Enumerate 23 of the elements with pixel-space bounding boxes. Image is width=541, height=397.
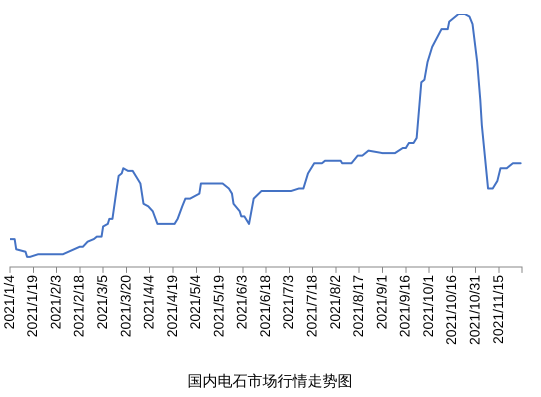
x-tick-label: 2021/2/18	[70, 274, 87, 338]
x-tick-label: 2021/3/5	[94, 274, 110, 330]
x-tick-label: 2021/6/18	[256, 274, 273, 338]
x-tick-label: 2021/8/2	[326, 274, 343, 330]
x-tick-label: 2021/1/19	[24, 274, 40, 338]
x-tick-label: 2021/1/4	[0, 274, 17, 330]
x-tick-label: 2021/5/19	[210, 274, 226, 338]
x-tick-label: 2021/4/19	[164, 274, 180, 338]
x-tick-label: 2021/11/15	[490, 274, 506, 344]
x-tick-label: 2021/2/3	[47, 274, 64, 330]
text: 国内电石市场行情走势图	[188, 373, 352, 390]
x-tick-label: 2021/9/16	[396, 274, 413, 338]
x-tick-label: 2021/8/17	[350, 274, 366, 338]
x-tick-label: 2021/10/31	[466, 274, 482, 346]
x-tick-label: 2021/7/3	[280, 274, 296, 330]
x-tick-label: 2021/6/3	[234, 274, 250, 330]
x-tick-label: 2021/4/4	[140, 274, 157, 330]
x-tick-label: 2021/10/1	[420, 274, 436, 338]
x-tick-label: 2021/7/18	[304, 274, 320, 338]
x-tick-label: 2021/3/20	[117, 274, 134, 338]
x-tick-label: 2021/9/1	[373, 274, 390, 330]
x-tick-label: 2021/10/16	[443, 274, 460, 346]
x-tick-label: 2021/5/4	[187, 274, 204, 330]
